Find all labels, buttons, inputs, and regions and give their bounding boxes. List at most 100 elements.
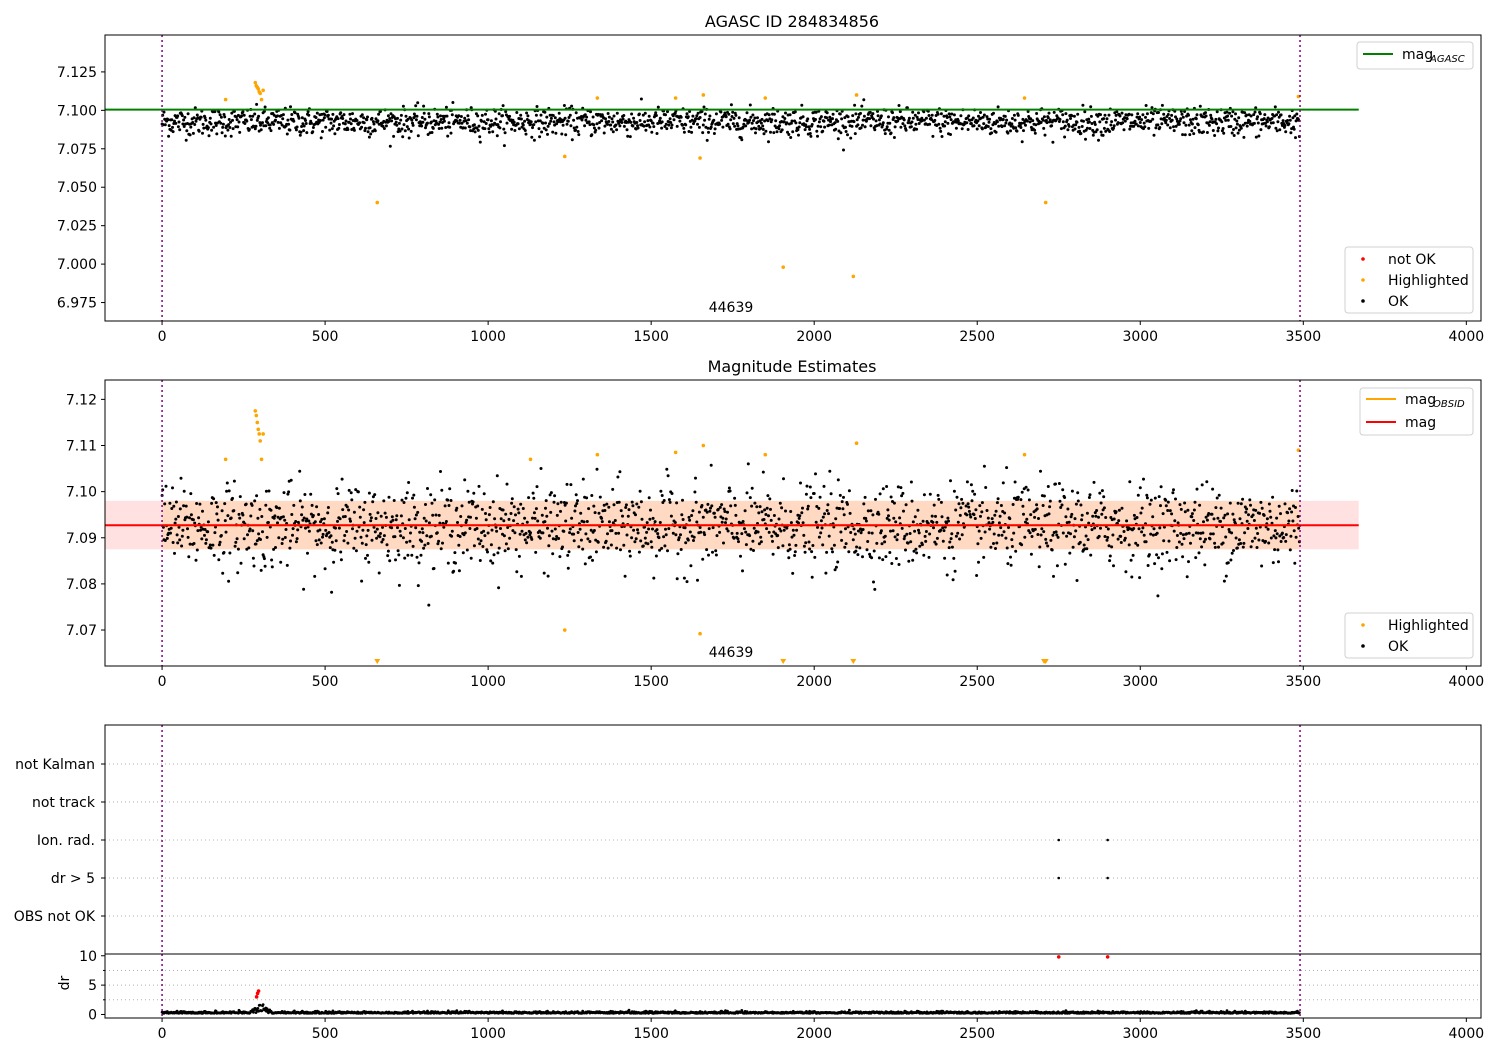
ok-point xyxy=(1144,104,1148,107)
ok-point xyxy=(439,547,443,551)
ok-point xyxy=(1015,129,1019,133)
ok-point xyxy=(892,116,896,120)
ok-point xyxy=(687,515,691,519)
ok-point xyxy=(1090,122,1094,125)
ok-point xyxy=(921,519,925,523)
ok-point xyxy=(696,578,699,582)
ok-point xyxy=(530,537,534,541)
ok-point xyxy=(556,502,560,506)
ok-point xyxy=(948,115,952,119)
ok-point xyxy=(236,547,240,551)
ok-point xyxy=(486,531,490,535)
ok-point xyxy=(740,532,744,536)
ok-point xyxy=(1138,121,1142,124)
ok-point xyxy=(631,124,635,128)
ok-point xyxy=(1288,507,1292,511)
ok-point xyxy=(502,127,506,131)
ok-point xyxy=(1141,113,1145,117)
ok-point xyxy=(806,117,810,121)
ok-point xyxy=(394,120,398,124)
ok-point xyxy=(371,129,375,133)
ok-point xyxy=(272,516,276,520)
flag-point xyxy=(1106,838,1109,842)
ok-point xyxy=(1150,106,1154,110)
ok-point xyxy=(1076,112,1080,116)
ok-point xyxy=(1028,531,1032,535)
legend-subscript: AGASC xyxy=(1429,54,1465,65)
ok-point xyxy=(403,129,407,133)
ok-point xyxy=(459,115,463,118)
ok-point xyxy=(791,528,795,532)
ok-point xyxy=(676,552,680,556)
ok-point xyxy=(1114,510,1118,514)
ok-point xyxy=(562,104,566,107)
ok-point xyxy=(1119,534,1123,538)
ok-point xyxy=(328,546,332,550)
ok-point xyxy=(478,559,482,562)
ok-point xyxy=(464,119,468,123)
ok-point xyxy=(1052,110,1056,114)
ok-point xyxy=(566,119,570,123)
ok-point xyxy=(671,531,675,535)
ok-point xyxy=(720,520,724,524)
ok-point xyxy=(358,121,362,125)
ok-point xyxy=(207,134,211,138)
ok-point xyxy=(315,111,319,115)
highlighted-point xyxy=(254,413,259,418)
x-tick-label: 0 xyxy=(158,674,167,690)
ok-point xyxy=(1224,118,1228,122)
ok-point xyxy=(1251,513,1255,517)
ok-point xyxy=(718,122,722,126)
ok-point xyxy=(1048,118,1052,122)
ok-point xyxy=(322,116,326,120)
ok-point xyxy=(1167,539,1171,543)
ok-point xyxy=(348,112,352,116)
ok-point xyxy=(1239,502,1243,506)
ok-point xyxy=(664,113,667,117)
ok-point xyxy=(292,119,296,123)
ok-point xyxy=(873,128,877,132)
ok-point xyxy=(1205,518,1209,522)
ok-point xyxy=(306,110,310,114)
ok-point xyxy=(648,517,652,521)
ok-point xyxy=(767,113,771,117)
annotation-obsid: 44639 xyxy=(709,300,754,316)
ok-point xyxy=(591,115,595,119)
ok-point xyxy=(795,528,799,532)
ok-point xyxy=(1042,494,1046,498)
ok-point xyxy=(635,121,639,124)
ok-point xyxy=(986,516,990,520)
ok-point xyxy=(301,518,305,522)
ok-point xyxy=(598,121,602,124)
ok-point xyxy=(1151,515,1155,519)
ok-point xyxy=(401,536,405,540)
ok-point xyxy=(416,584,420,588)
ok-point xyxy=(568,531,572,535)
ok-point xyxy=(1231,512,1235,516)
ok-point xyxy=(457,569,461,573)
ok-point xyxy=(517,127,521,131)
ok-point xyxy=(480,113,484,117)
ok-point xyxy=(468,527,472,530)
highlighted-point xyxy=(701,443,706,448)
ok-point xyxy=(1211,129,1215,132)
ok-point xyxy=(257,532,261,536)
ok-point xyxy=(1290,489,1294,492)
ok-point xyxy=(772,530,776,534)
ok-point xyxy=(889,495,893,499)
ok-point xyxy=(1012,113,1016,117)
ok-point xyxy=(1275,516,1279,520)
ok-point xyxy=(801,115,805,119)
ok-point xyxy=(1031,119,1035,123)
ok-point xyxy=(378,535,382,539)
ok-point xyxy=(1293,561,1297,565)
ok-point xyxy=(355,529,359,533)
ok-point xyxy=(402,123,406,127)
ok-point xyxy=(965,121,969,125)
ok-point xyxy=(692,539,695,542)
ok-point xyxy=(502,144,506,148)
ok-point xyxy=(707,553,710,557)
ok-point xyxy=(1061,120,1065,124)
ok-point xyxy=(532,496,536,500)
ok-point xyxy=(1279,113,1283,117)
